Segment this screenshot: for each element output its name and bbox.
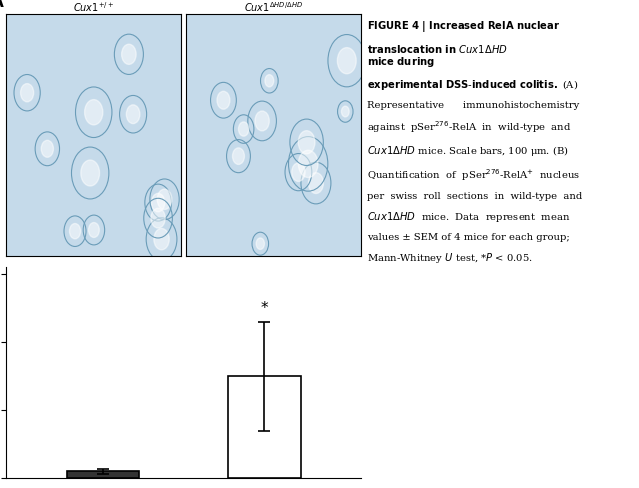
Bar <box>67 471 139 478</box>
Circle shape <box>298 151 318 178</box>
Circle shape <box>256 239 265 250</box>
Circle shape <box>298 131 315 155</box>
Circle shape <box>89 223 99 238</box>
Circle shape <box>121 45 136 65</box>
Circle shape <box>341 107 349 118</box>
Circle shape <box>84 101 103 125</box>
Circle shape <box>127 105 140 124</box>
Circle shape <box>309 173 323 194</box>
Circle shape <box>151 209 166 228</box>
Circle shape <box>154 229 169 250</box>
Text: A: A <box>0 0 4 10</box>
Circle shape <box>42 141 54 158</box>
Text: *: * <box>261 301 268 315</box>
Circle shape <box>20 84 34 102</box>
Circle shape <box>233 148 245 165</box>
Title: $Cux1^{+/+}$: $Cux1^{+/+}$ <box>73 0 114 14</box>
Circle shape <box>151 194 165 212</box>
Title: $Cux1^{ΔHD/ΔHD}$: $Cux1^{ΔHD/ΔHD}$ <box>244 0 304 14</box>
Circle shape <box>70 224 81 239</box>
Circle shape <box>265 76 273 88</box>
Circle shape <box>255 112 269 132</box>
Circle shape <box>217 92 230 110</box>
Circle shape <box>238 122 249 137</box>
Circle shape <box>81 161 100 186</box>
Bar <box>228 376 300 478</box>
Circle shape <box>292 163 305 182</box>
Text: $\bf{FIGURE\ 4\ |\ Increased\ RelA\ nuclear}$

$\bf{translocation\ in}$ $\bf{\it: $\bf{FIGURE\ 4\ |\ Increased\ RelA\ nucl… <box>367 19 583 264</box>
Circle shape <box>157 190 172 210</box>
Circle shape <box>337 48 356 75</box>
